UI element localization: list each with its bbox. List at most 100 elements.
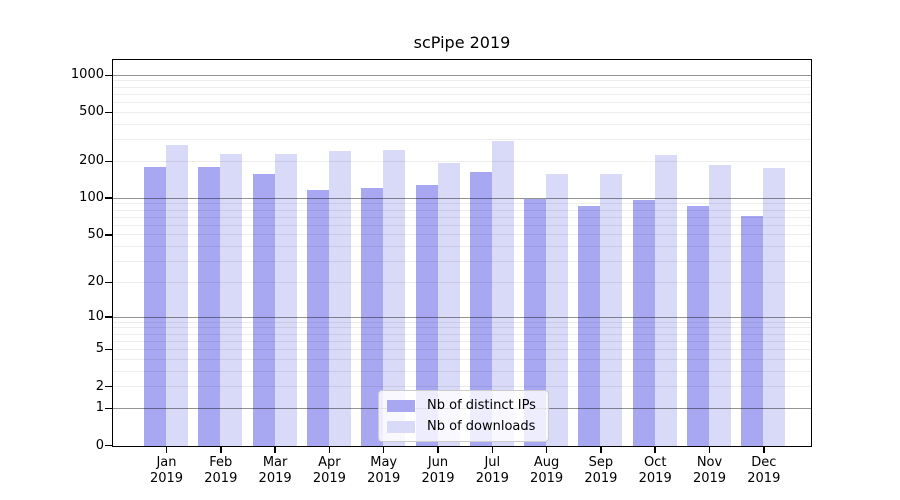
x-tick-month: Apr [318,455,341,470]
legend: Nb of distinct IPs Nb of downloads [378,390,549,442]
gridline-minor-600 [113,102,811,104]
x-tick-year: 2019 [584,471,618,486]
x-tick-year: 2019 [149,471,184,486]
x-tick-month: Feb [209,455,233,470]
y-tick-mark-1 [105,407,112,410]
gridline-minor-300 [113,139,811,141]
x-tick-mark-feb [220,447,222,453]
bar-downloads-apr [328,150,351,446]
y-tick-label-200: 200 [79,153,104,169]
bar-distinct-ips-may [361,187,384,446]
y-tick-label-100: 100 [79,190,104,206]
gridline-minor-400 [113,123,811,125]
gridline-minor-7 [113,333,811,335]
gridline-minor-6 [113,340,811,342]
y-tick-label-5: 5 [95,341,104,357]
gridline-minor-60 [113,224,811,226]
x-tick-year: 2019 [367,471,401,486]
gridline-minor-9 [113,321,811,323]
y-tick-mark-200 [105,160,112,163]
x-tick-mark-may [382,447,385,453]
x-tick-month: May [370,455,398,470]
bar-distinct-ips-jun [415,184,438,446]
bar-distinct-ips-oct [632,200,655,446]
bar-distinct-ips-apr [306,189,329,446]
legend-label-distinct-ips: Nb of distinct IPs [427,398,536,413]
x-tick-mark-sep [600,447,602,453]
y-tick-mark-500 [105,111,112,114]
x-tick-label-sep: Sep 2019 [569,455,633,487]
x-tick-year: 2019 [638,471,672,486]
x-tick-mark-dec [763,447,765,453]
gridline-minor-90 [113,203,811,205]
x-tick-mark-aug [545,447,548,453]
x-tick-month: Dec [751,455,777,470]
legend-item-downloads: Nb of downloads [387,419,536,434]
x-tick-label-may: May 2019 [352,455,416,487]
x-tick-year: 2019 [312,471,346,486]
x-tick-mark-mar [274,447,276,453]
bar-distinct-ips-mar [252,173,275,446]
gridline-minor-20 [113,281,811,283]
x-tick-year: 2019 [204,471,238,486]
x-tick-mark-nov [708,447,711,453]
gridline-minor-30 [113,261,811,262]
x-tick-label-jun: Jun 2019 [406,455,470,487]
gridline-minor-2 [113,386,811,388]
x-tick-label-mar: Mar 2019 [243,455,307,487]
x-tick-label-jul: Jul 2019 [460,455,524,487]
y-tick-mark-100 [105,197,112,199]
bar-downloads-may [383,149,406,446]
x-tick-month: Mar [262,455,288,470]
x-tick-month: Jul [484,455,501,470]
x-tick-mark-oct [654,447,656,453]
gridline-minor-3 [113,370,811,372]
y-tick-label-500: 500 [79,104,104,120]
legend-item-distinct-ips: Nb of distinct IPs [387,398,536,413]
x-tick-label-nov: Nov 2019 [678,455,742,487]
gridline-minor-700 [113,93,811,95]
x-tick-year: 2019 [530,471,564,486]
bar-downloads-jul [491,140,514,446]
bar-distinct-ips-aug [524,198,547,446]
gridline-minor-70 [113,216,811,218]
y-tick-label-2: 2 [95,378,104,394]
x-tick-label-jan: Jan 2019 [135,455,199,487]
y-tick-mark-1000 [105,74,112,77]
x-tick-label-dec: Dec 2019 [732,455,796,487]
x-tick-month: Oct [643,455,667,470]
x-tick-label-aug: Aug 2019 [515,455,579,487]
y-tick-mark-20 [105,281,112,284]
chart-title: scPipe 2019 [413,33,511,52]
gridline-minor-200 [113,160,811,162]
plot-area: Nb of distinct IPs Nb of downloads [112,59,812,447]
x-tick-month: Aug [533,455,560,470]
y-tick-label-20: 20 [87,274,104,290]
y-tick-mark-50 [105,234,112,236]
x-tick-mark-jan [165,447,168,453]
y-tick-mark-0 [105,444,112,447]
gridline-minor-500 [113,111,811,113]
x-tick-year: 2019 [421,471,455,486]
bar-downloads-sep [600,174,623,446]
bar-downloads-aug [546,174,569,446]
gridline-minor-80 [113,209,811,211]
gridline-minor-50 [113,234,811,236]
legend-label-downloads: Nb of downloads [427,419,536,434]
x-tick-month: Jun [427,455,449,470]
bar-downloads-mar [274,154,297,446]
legend-swatch-downloads [387,420,415,433]
gridline-minor-40 [113,246,811,247]
x-tick-label-oct: Oct 2019 [623,455,687,487]
bar-downloads-oct [654,154,677,446]
bar-downloads-feb [220,153,243,446]
bar-downloads-dec [763,168,786,446]
x-tick-mark-apr [328,447,331,453]
gridline-minor-900 [113,80,811,82]
bar-distinct-ips-feb [198,167,221,446]
gridlines-layer [113,60,811,446]
gridline-major-100 [113,197,811,199]
x-tick-label-feb: Feb 2019 [189,455,253,487]
bar-distinct-ips-jul [469,172,492,446]
x-tick-year: 2019 [258,471,292,486]
